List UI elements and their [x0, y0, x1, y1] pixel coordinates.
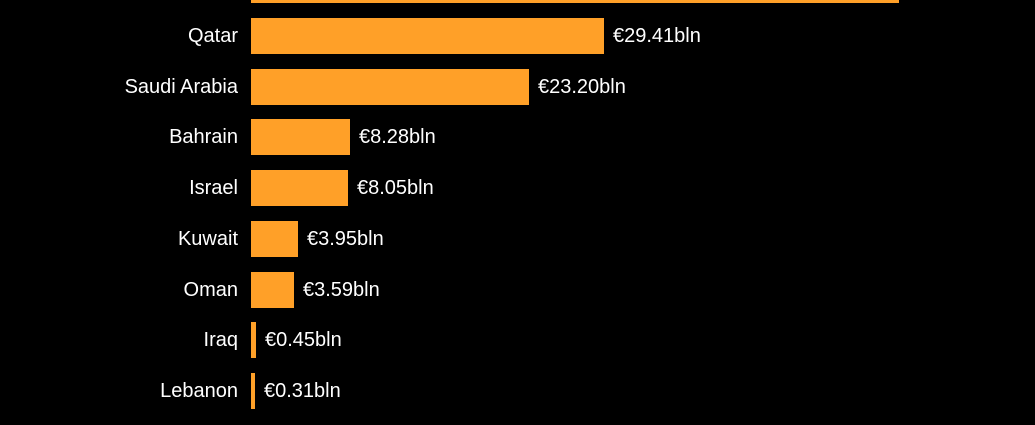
chart-row: Lebanon €0.31bln	[0, 372, 1035, 409]
bar	[251, 18, 604, 54]
chart-row: Oman €3.59bln	[0, 271, 1035, 308]
bar-cutoff	[251, 0, 899, 4]
category-label: Qatar	[187, 25, 238, 47]
value-label: €0.31bln	[264, 379, 341, 402]
category-label: Oman	[183, 278, 238, 301]
value-label: €8.28bln	[359, 126, 436, 149]
bar	[251, 322, 256, 359]
chart-row: Bahrain €8.28bln	[0, 119, 1035, 156]
bar	[251, 68, 529, 105]
bar	[251, 220, 298, 257]
chart-row: Kuwait €3.95bln	[0, 220, 1035, 257]
value-label: €8.05bln	[357, 177, 434, 200]
value-label: €29.41bln	[613, 25, 701, 47]
chart-row	[0, 0, 1035, 4]
category-label: Saudi Arabia	[124, 75, 238, 98]
value-label: €0.45bln	[265, 329, 342, 352]
value-label: €23.20bln	[538, 75, 626, 98]
chart-row: Saudi Arabia €23.20bln	[0, 68, 1035, 105]
bar	[251, 271, 294, 308]
category-label: Lebanon	[160, 379, 238, 402]
bar	[251, 170, 348, 207]
category-label: Iraq	[203, 329, 238, 352]
bar	[251, 372, 255, 409]
chart-row: Iraq €0.45bln	[0, 322, 1035, 359]
chart-row: Qatar €29.41bln	[0, 18, 1035, 54]
bar	[251, 119, 350, 156]
value-label: €3.95bln	[307, 227, 384, 250]
category-label: Kuwait	[177, 227, 238, 250]
chart-row: Israel €8.05bln	[0, 170, 1035, 207]
category-label: Israel	[189, 177, 238, 200]
category-label: Bahrain	[169, 126, 238, 149]
value-label: €3.59bln	[303, 278, 380, 301]
